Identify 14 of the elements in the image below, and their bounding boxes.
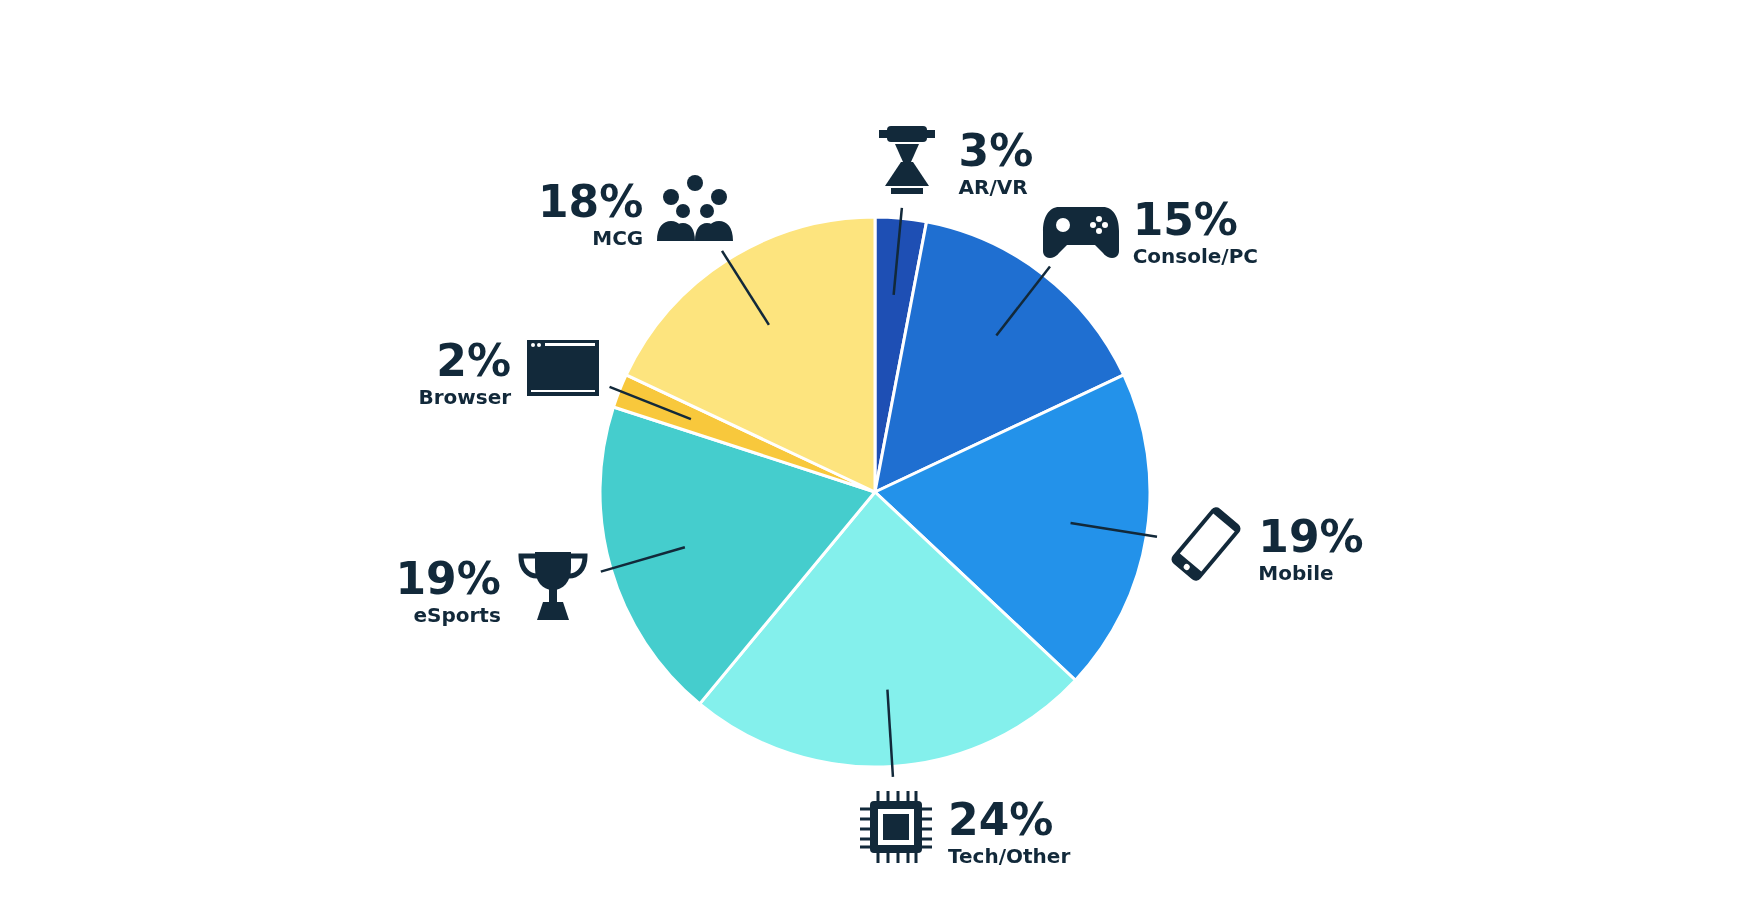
data-label: 2% (436, 335, 512, 387)
data-label: 19% (395, 552, 501, 604)
slice-label: AR/VR (958, 174, 1028, 199)
slice-label: eSports (413, 602, 501, 627)
data-label: 24% (948, 793, 1054, 845)
slice-label: Browser (418, 385, 512, 410)
data-label: 19% (1258, 511, 1364, 563)
data-label: 18% (537, 175, 644, 227)
data-label: 3% (958, 124, 1034, 176)
slice-label: Tech/Other (948, 843, 1071, 868)
data-label: 15% (1132, 193, 1238, 245)
slice-label: Console/PC (1132, 243, 1259, 268)
slice-label: MCG (592, 225, 644, 250)
slice-label: Mobile (1258, 561, 1334, 586)
